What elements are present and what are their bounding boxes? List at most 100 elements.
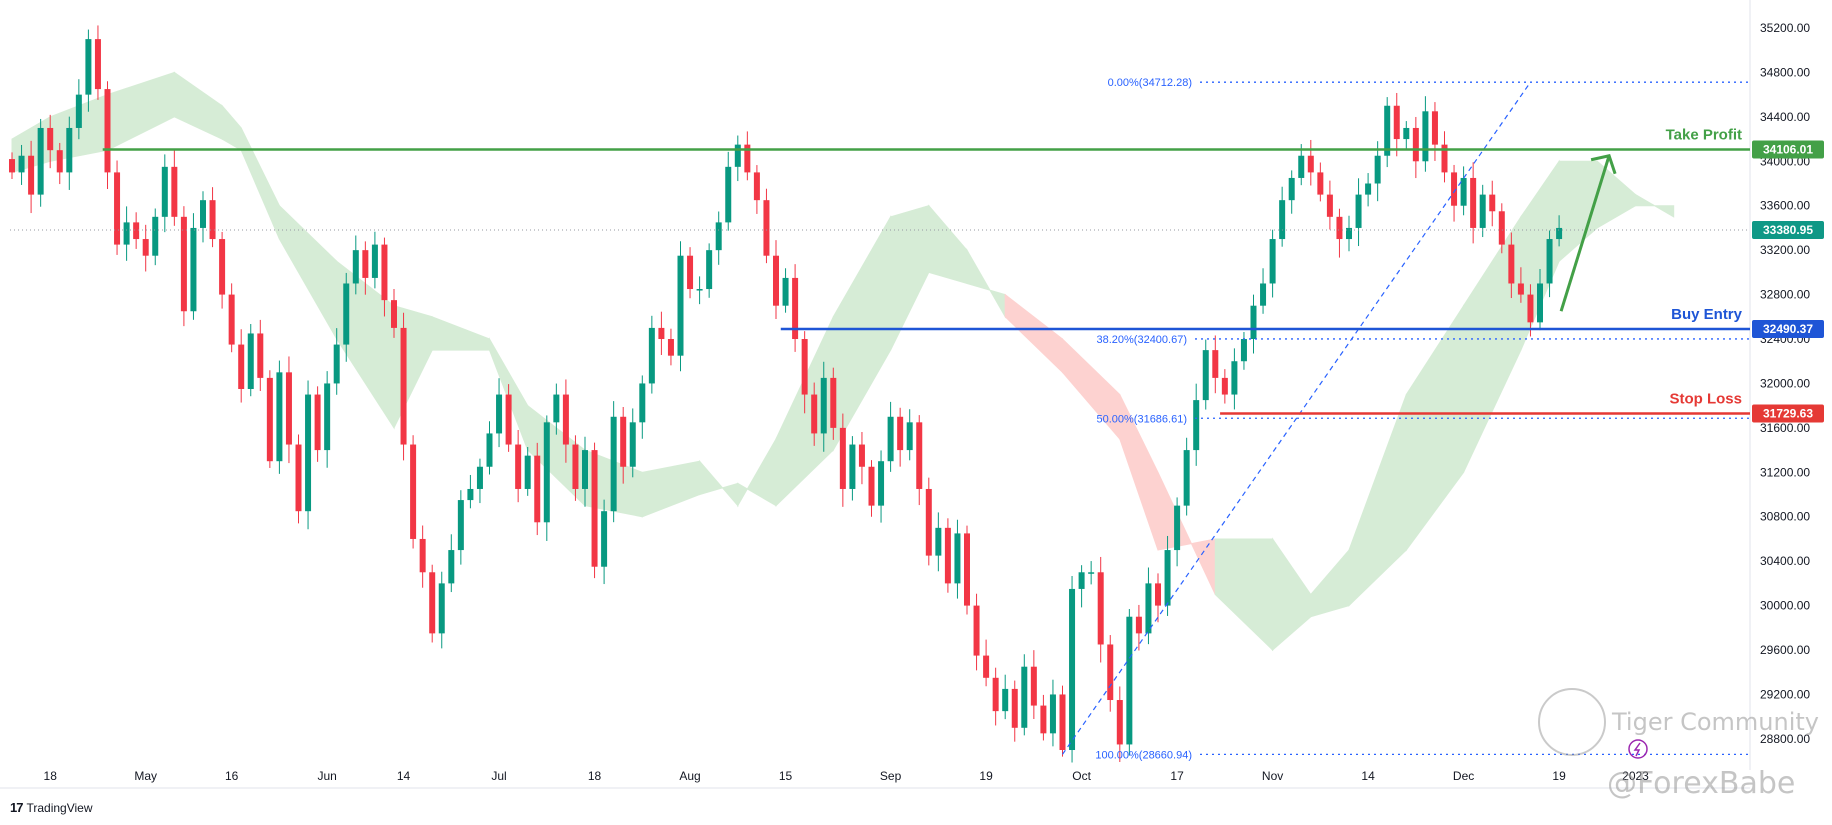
candle-body xyxy=(1193,400,1200,451)
candle-body xyxy=(257,333,264,378)
candle-body xyxy=(667,339,674,356)
candle-body xyxy=(486,433,493,467)
candle-body xyxy=(1221,377,1228,395)
candle-body xyxy=(18,155,25,173)
candle-body xyxy=(75,94,82,128)
candle-body xyxy=(419,538,426,573)
candle-body xyxy=(1183,450,1190,506)
candle-body xyxy=(476,466,483,489)
current-price-tag: 33380.95 xyxy=(1763,223,1813,237)
take-profit-label: Take Profit xyxy=(1666,127,1742,144)
price-tick-label: 33600.00 xyxy=(1760,199,1810,213)
candle-body xyxy=(1527,294,1534,323)
candle-body xyxy=(1155,583,1161,606)
price-tick-label: 30800.00 xyxy=(1760,510,1810,524)
candle-body xyxy=(715,222,722,251)
stop-loss-label: Stop Loss xyxy=(1669,390,1742,407)
time-tick-label: May xyxy=(134,769,157,783)
tradingview-logo-icon: 17 xyxy=(10,800,24,815)
candle-body xyxy=(706,250,713,290)
candle-body xyxy=(582,450,588,489)
candle-body xyxy=(1355,194,1362,228)
candle-body xyxy=(362,250,369,278)
price-tick-label: 28800.00 xyxy=(1760,732,1810,746)
candle-body xyxy=(1470,177,1477,228)
candle-body xyxy=(1002,688,1009,712)
candle-body xyxy=(1069,588,1076,751)
candle-body xyxy=(37,127,44,195)
candle-body xyxy=(734,144,741,167)
candle-body xyxy=(1393,105,1400,140)
price-axis: 35200.0034800.0034400.0034000.0033600.00… xyxy=(1752,21,1824,746)
candle-body xyxy=(858,444,865,467)
take-profit-tag-bg xyxy=(1752,140,1824,159)
candle-body xyxy=(849,444,856,489)
candle-body xyxy=(133,222,140,240)
projection-arrow-head-icon xyxy=(1590,153,1617,175)
candle-body xyxy=(811,394,818,434)
candle-body xyxy=(1412,127,1419,162)
candle-body xyxy=(1307,155,1314,173)
candle-body xyxy=(209,200,216,240)
candle-body xyxy=(725,166,732,223)
watermark-handle: @ForexBabe xyxy=(1607,766,1796,801)
event-bolt-glyph xyxy=(1633,742,1641,757)
candle-body xyxy=(161,166,168,217)
buy-entry-tag-bg xyxy=(1752,319,1824,338)
candle-body xyxy=(457,500,464,551)
candle-body xyxy=(648,327,655,384)
candle-body xyxy=(992,677,999,712)
candle-body xyxy=(906,422,913,451)
candle-body xyxy=(524,455,531,489)
tradingview-name: TradingView xyxy=(26,800,93,815)
candle-body xyxy=(1202,350,1209,401)
candle-body xyxy=(629,422,636,467)
candle-body xyxy=(180,216,187,312)
candle-body xyxy=(104,89,111,173)
cloud-segment xyxy=(393,305,433,429)
candle-body xyxy=(467,488,474,501)
candle-body xyxy=(324,383,331,451)
time-tick-label: Nov xyxy=(1262,769,1283,783)
candle-body xyxy=(983,655,990,678)
candle-body xyxy=(1288,177,1295,201)
candle-body xyxy=(792,277,799,340)
candle-body xyxy=(123,222,130,245)
cloud-segment xyxy=(641,460,701,518)
candle-body xyxy=(763,200,770,256)
candle-body xyxy=(1298,155,1305,178)
trade-levels: 0.00%(34712.28) 38.20%(32400.67) 50.00%(31… xyxy=(10,77,1750,761)
candle-body xyxy=(190,227,197,312)
candlesticks xyxy=(9,25,1563,763)
candle-body xyxy=(1059,694,1066,751)
candle-body xyxy=(935,527,942,556)
candle-body xyxy=(238,344,245,389)
candle-body xyxy=(1116,700,1123,745)
candle-body xyxy=(1489,194,1496,212)
candle-body xyxy=(1011,688,1018,728)
candle-body xyxy=(114,172,121,245)
candle-body xyxy=(562,394,569,445)
candle-body xyxy=(438,583,445,634)
fib-level-label: 0.00%(34712.28) xyxy=(1108,77,1192,89)
candle-body xyxy=(1269,239,1276,284)
candle-body xyxy=(352,250,359,284)
take-profit-tag: 34106.01 xyxy=(1763,143,1813,157)
projection-arrow-shaft xyxy=(1559,155,1611,312)
candle-body xyxy=(916,422,923,489)
candle-body xyxy=(400,327,407,445)
candle-body xyxy=(9,159,15,173)
candle-body xyxy=(1279,200,1286,240)
candle-body xyxy=(1374,155,1381,184)
candle-body xyxy=(505,394,512,445)
candle-body xyxy=(964,533,970,606)
candle-body xyxy=(1174,505,1181,551)
candle-body xyxy=(572,444,579,489)
cloud-segment xyxy=(107,71,175,151)
candle-body xyxy=(28,155,35,195)
candle-body xyxy=(247,333,254,389)
candle-body xyxy=(1508,244,1515,284)
candle-body xyxy=(1260,283,1267,306)
watermark-community: Tiger Community xyxy=(1612,708,1819,736)
